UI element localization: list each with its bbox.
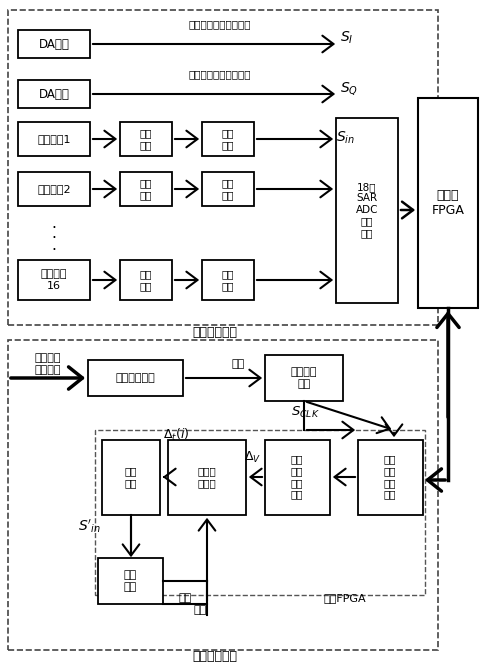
Text: 18位
SAR
ADC
模数
转换: 18位 SAR ADC 模数 转换 [356, 182, 378, 238]
Text: ·: · [52, 231, 56, 247]
Text: 时钟抖
动估计: 时钟抖 动估计 [197, 466, 217, 488]
Text: 两级
放大: 两级 放大 [140, 269, 152, 291]
Bar [202, 122, 254, 156]
Text: 两级
放大: 两级 放大 [140, 178, 152, 200]
Text: 同相三角波基准源信号: 同相三角波基准源信号 [189, 19, 251, 29]
Bar [18, 30, 90, 58]
Text: 子采集
FPGA: 子采集 FPGA [432, 189, 464, 217]
Text: $S_Q$: $S_Q$ [340, 79, 358, 97]
Bar [18, 80, 90, 108]
Text: 反馈: 反馈 [178, 593, 191, 603]
Text: 外部时钟
无线传输: 外部时钟 无线传输 [35, 353, 61, 375]
Bar [202, 260, 254, 300]
Text: ·: · [52, 243, 56, 257]
Text: ·: · [52, 220, 56, 235]
Text: DA输出: DA输出 [39, 87, 69, 101]
Text: 差分: 差分 [231, 359, 245, 369]
Text: 无线收发模块: 无线收发模块 [115, 373, 155, 383]
Bar [18, 172, 90, 206]
Bar [98, 558, 163, 604]
Bar [168, 440, 246, 515]
Text: 采集信号2: 采集信号2 [37, 184, 71, 194]
Text: 数据
缓存: 数据 缓存 [123, 571, 136, 592]
Bar [120, 260, 172, 300]
Text: 采集信号1: 采集信号1 [37, 134, 71, 144]
Text: 低通
滤波: 低通 滤波 [222, 269, 234, 291]
Text: $S_{CLK}$: $S_{CLK}$ [291, 405, 319, 419]
Text: 两级
放大: 两级 放大 [140, 128, 152, 150]
Bar [202, 172, 254, 206]
Text: 信号采样模块: 信号采样模块 [192, 325, 238, 339]
Text: 等幅
度时
间检
测法: 等幅 度时 间检 测法 [291, 454, 303, 499]
Bar [336, 118, 398, 303]
Text: 外部时钟
接口: 外部时钟 接口 [291, 367, 317, 389]
Bar [18, 122, 90, 156]
Bar [95, 430, 425, 595]
Text: $\Delta_t(i)$: $\Delta_t(i)$ [163, 427, 190, 443]
Bar [120, 172, 172, 206]
Text: $S_I$: $S_I$ [340, 30, 354, 46]
Text: 三角
波斜
边检
测法: 三角 波斜 边检 测法 [384, 454, 396, 499]
Text: 数据处理模块: 数据处理模块 [192, 650, 238, 663]
Text: $S_{in}$: $S_{in}$ [336, 130, 355, 146]
Text: $S'_{in}$: $S'_{in}$ [79, 517, 102, 535]
Bar [88, 360, 183, 396]
Bar [102, 440, 160, 515]
Bar [18, 260, 90, 300]
Bar [418, 98, 478, 308]
Bar [265, 355, 343, 401]
Text: 反馈: 反馈 [193, 605, 207, 615]
Text: 采集信号
16: 采集信号 16 [41, 269, 67, 291]
Bar [120, 122, 172, 156]
Text: 低通
滤波: 低通 滤波 [222, 178, 234, 200]
Text: 低通
滤波: 低通 滤波 [222, 128, 234, 150]
Text: 正交三角波基准源信号: 正交三角波基准源信号 [189, 69, 251, 79]
Text: DA输出: DA输出 [39, 38, 69, 50]
Bar [8, 10, 438, 325]
Bar [8, 340, 438, 650]
Bar [265, 440, 330, 515]
Text: 主控FPGA: 主控FPGA [324, 593, 366, 603]
Bar [358, 440, 423, 515]
Text: 插值
修正: 插值 修正 [125, 466, 137, 488]
Text: $\Delta_V$: $\Delta_V$ [245, 450, 262, 464]
